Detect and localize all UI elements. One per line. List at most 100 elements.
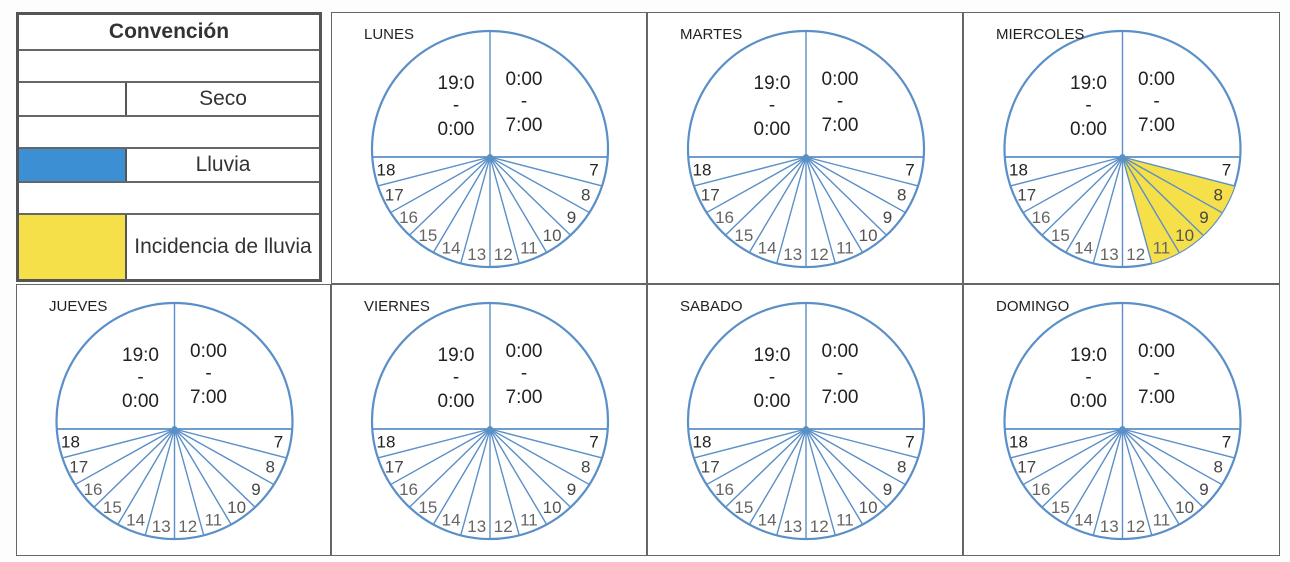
hour-label-10: 10 <box>227 498 246 517</box>
day-name-sabado: SABADO <box>680 298 743 315</box>
hour-label-14: 14 <box>1074 239 1093 258</box>
hour-spoke <box>408 428 491 508</box>
hour-spoke <box>805 428 836 536</box>
hour-spoke <box>173 428 232 525</box>
hour-label-15: 15 <box>734 226 753 245</box>
hour-spoke <box>432 156 491 253</box>
hour-spoke <box>377 428 491 459</box>
hour-spoke <box>706 428 807 486</box>
legend-swatch-dry <box>19 83 125 115</box>
hour-label-9: 9 <box>883 208 892 227</box>
hour-label-10: 10 <box>543 498 562 517</box>
hub-dot <box>1119 426 1126 432</box>
clock-diagram: 78910111213141516171819:0-0:000:00-7:00V… <box>364 298 610 541</box>
hour-label-10: 10 <box>543 226 562 245</box>
hour-label-8: 8 <box>266 457 275 476</box>
hour-label-7: 7 <box>1222 160 1231 179</box>
legend-label-rain: Lluvia <box>195 153 251 176</box>
hour-spoke <box>174 428 287 459</box>
day-cell-sabado: 7 8 9 10 11 12 13 14 15 16 17 18 19:0-0:00 0:00-7:00 S… <box>647 284 963 556</box>
day-name-viernes: VIERNES <box>364 298 430 315</box>
legend-spacer-row <box>19 117 319 149</box>
legend-label-incidence: Incidencia de lluvia <box>134 235 312 258</box>
legend-header-row: Convención <box>19 15 319 51</box>
hour-spoke <box>1121 156 1153 264</box>
hub-dot <box>171 426 178 432</box>
hour-label-10: 10 <box>1175 226 1194 245</box>
hour-spoke <box>776 428 807 536</box>
early-range-label: 0:00 <box>190 341 227 362</box>
hour-label-16: 16 <box>1032 480 1051 499</box>
day-cell-domingo: 7 8 9 10 11 12 13 14 15 16 17 18 19:0-0:00 0:00-7:00 D… <box>963 284 1280 556</box>
hour-spoke <box>489 156 548 253</box>
night-range-label: 0:00 <box>438 391 475 412</box>
hour-label-14: 14 <box>1074 511 1093 530</box>
hour-label-17: 17 <box>385 185 404 204</box>
hour-spoke <box>144 428 176 536</box>
night-range-label: 0:00 <box>754 119 791 140</box>
hour-spoke <box>460 428 491 536</box>
hour-spoke <box>748 156 807 253</box>
hour-label-7: 7 <box>589 432 598 451</box>
hour-spoke <box>1041 428 1123 508</box>
night-range-label: - <box>1085 367 1091 388</box>
night-range-label: 19:0 <box>1070 73 1107 94</box>
hour-spoke <box>805 156 919 187</box>
hub-dot <box>487 426 493 432</box>
legend-label-dry: Seco <box>199 87 247 110</box>
hour-spoke <box>377 156 491 187</box>
legend-spacer-row <box>19 183 319 215</box>
hour-spoke <box>62 428 175 459</box>
hour-label-8: 8 <box>581 457 590 476</box>
hour-spoke <box>1022 428 1123 486</box>
hour-spoke <box>117 428 176 525</box>
night-range-label: 0:00 <box>1070 119 1107 140</box>
hour-label-12: 12 <box>1126 245 1145 264</box>
hour-spoke <box>173 428 205 536</box>
hour-spoke <box>1041 156 1123 236</box>
hour-spoke <box>74 428 175 486</box>
hour-label-13: 13 <box>467 245 486 264</box>
day-name-martes: MARTES <box>680 26 742 43</box>
hour-spoke <box>1022 156 1123 214</box>
legend-table: Convención Seco Lluvia Incidencia de llu… <box>16 12 322 282</box>
hour-label-12: 12 <box>810 517 829 536</box>
early-range-label: 7:00 <box>822 387 859 408</box>
early-range-label: - <box>521 363 527 384</box>
hour-label-8: 8 <box>1214 185 1223 204</box>
hub-dot <box>487 154 493 160</box>
hour-label-12: 12 <box>494 245 513 264</box>
night-range-label: 19:0 <box>438 345 475 366</box>
early-range-label: 0:00 <box>506 341 543 362</box>
legend-swatch-incidence <box>19 215 125 279</box>
hour-label-18: 18 <box>61 432 80 451</box>
hour-label-9: 9 <box>883 480 892 499</box>
hour-spoke <box>748 428 807 525</box>
hour-spoke <box>1065 156 1124 253</box>
clock-diagram: 78910111213141516171819:0-0:000:00-7:00M… <box>680 26 926 269</box>
hour-spoke <box>390 156 491 214</box>
hour-label-18: 18 <box>693 160 712 179</box>
hub-dot <box>803 154 809 160</box>
hour-spoke <box>489 428 520 536</box>
night-range-label: - <box>137 367 143 388</box>
incidence-sector-8 <box>1122 157 1235 213</box>
hour-label-16: 16 <box>1032 208 1051 227</box>
hour-label-7: 7 <box>1222 432 1231 451</box>
hour-spoke <box>174 428 275 486</box>
hour-spoke <box>706 156 807 214</box>
hour-spoke <box>693 156 807 187</box>
hour-spoke <box>805 428 919 459</box>
hour-spoke <box>1122 156 1235 187</box>
hour-label-17: 17 <box>701 457 720 476</box>
clock-diagram: 78910111213141516171819:0-0:000:00-7:00J… <box>49 298 294 541</box>
hour-label-11: 11 <box>205 511 223 530</box>
hour-spoke <box>1122 156 1223 214</box>
hour-spoke <box>1122 156 1204 236</box>
hour-spoke <box>805 156 864 253</box>
hour-label-9: 9 <box>251 480 260 499</box>
hour-spoke <box>805 156 906 214</box>
night-range-label: - <box>453 367 459 388</box>
hour-spoke <box>1122 428 1235 459</box>
hub-dot <box>1119 154 1126 160</box>
